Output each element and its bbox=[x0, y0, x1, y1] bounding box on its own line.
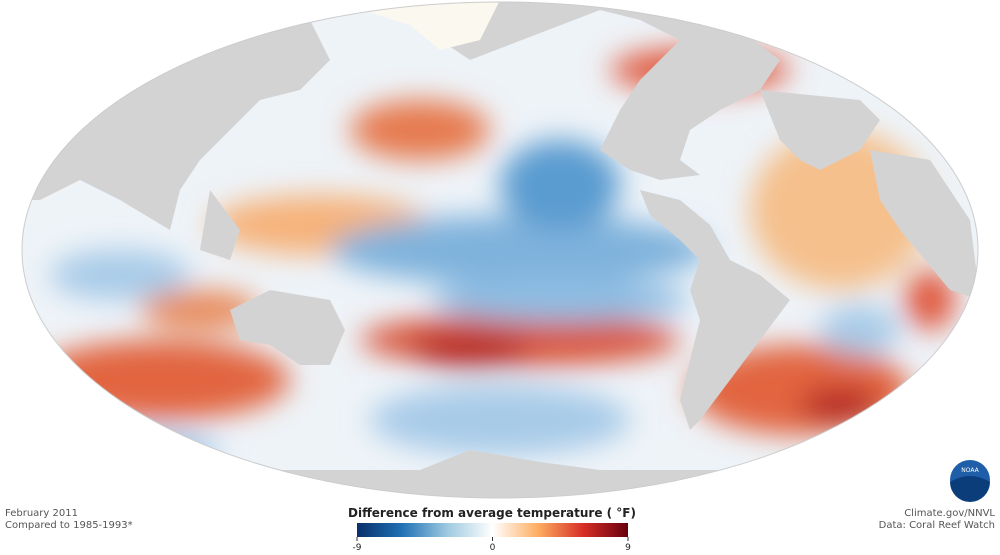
credit: Climate.gov/NNVL bbox=[904, 508, 995, 519]
colorbar-tick-label: -9 bbox=[353, 543, 362, 553]
logo-text: NOAA bbox=[961, 467, 979, 474]
colorbar bbox=[357, 523, 628, 537]
colorbar-tick-label: 0 bbox=[490, 543, 496, 553]
colorbar-title: Difference from average temperature ( °F… bbox=[348, 506, 636, 520]
logo-wave bbox=[950, 476, 990, 502]
noaa-logo: NOAA bbox=[950, 460, 990, 502]
arctic-ice bbox=[330, 2, 500, 50]
colorbar-tick-label: 9 bbox=[625, 543, 631, 553]
source: Data: Coral Reef Watch bbox=[879, 520, 995, 531]
date: February 2011 bbox=[5, 508, 78, 519]
globe-outline bbox=[21, 1, 979, 499]
baseline: Compared to 1985-1993* bbox=[5, 520, 133, 531]
